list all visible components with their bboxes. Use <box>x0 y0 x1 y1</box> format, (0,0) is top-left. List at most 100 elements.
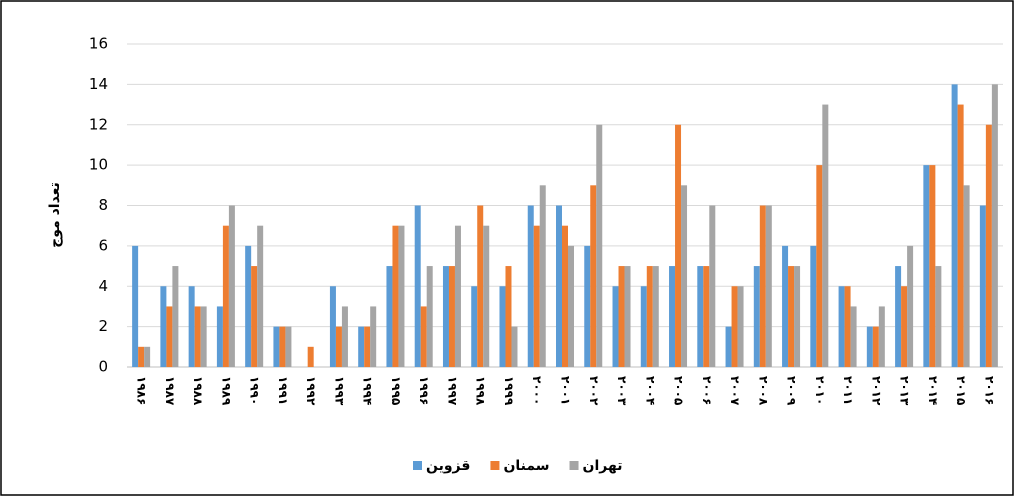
x-tick-label: ۱۹۹۹ <box>502 376 516 406</box>
bar <box>985 124 992 367</box>
bar <box>511 326 518 367</box>
bar <box>505 266 512 367</box>
bar <box>652 266 659 367</box>
bar <box>200 306 207 367</box>
y-tick-label: 12 <box>89 115 108 133</box>
bar <box>765 205 772 367</box>
bar <box>426 266 433 367</box>
bar <box>697 266 704 367</box>
bar <box>709 205 716 367</box>
bar <box>929 165 936 367</box>
bar <box>144 346 151 367</box>
x-tick-label: ۲۰۰۹ <box>785 376 799 406</box>
bar <box>991 84 998 367</box>
bar <box>907 245 914 367</box>
bar <box>392 225 399 367</box>
bar <box>279 326 286 367</box>
bar <box>782 245 789 367</box>
bar <box>471 286 478 367</box>
bar <box>731 286 738 367</box>
bar <box>866 326 873 367</box>
x-tick-label: ۲۰۰۶ <box>700 376 714 405</box>
bar <box>420 306 427 367</box>
bar <box>725 326 732 367</box>
bar <box>216 306 223 367</box>
bar <box>386 266 393 367</box>
x-tick-label: ۱۹۹۶ <box>417 376 431 405</box>
bar <box>618 266 625 367</box>
x-tick-label: ۲۰۱۰ <box>813 376 827 405</box>
bar <box>533 225 540 367</box>
bar <box>172 266 179 367</box>
bar <box>273 326 280 367</box>
bar <box>669 266 676 367</box>
legend-swatch <box>569 461 579 470</box>
bar <box>358 326 365 367</box>
x-tick-label: ۲۰۰۵ <box>672 376 686 405</box>
x-tick-label: ۱۹۹۱ <box>276 376 290 405</box>
x-tick-label: ۲۰۱۲ <box>869 376 883 406</box>
x-tick-label: ۲۰۱۱ <box>841 376 855 405</box>
bar <box>838 286 845 367</box>
x-tick-label: ۱۹۹۲ <box>304 376 318 406</box>
x-tick-label: ۲۰۰۲ <box>587 376 601 406</box>
y-axis-title: تعداد موج <box>47 182 63 248</box>
x-tick-label: ۱۹۹۴ <box>361 376 375 405</box>
bar <box>448 266 455 367</box>
bar <box>307 346 314 367</box>
x-tick-label: ۲۰۱۴ <box>926 376 940 405</box>
legend-swatch <box>413 461 422 470</box>
y-tick-label: 10 <box>89 156 108 174</box>
bar <box>562 225 568 367</box>
bar <box>527 205 534 367</box>
bar <box>759 205 766 367</box>
bar <box>612 286 619 367</box>
bar <box>138 346 145 367</box>
y-tick-label: 0 <box>98 358 108 376</box>
x-tick-label: ۲۰۰۸ <box>756 376 770 406</box>
y-tick-label: 6 <box>98 236 108 254</box>
bar <box>132 245 139 367</box>
bar <box>398 225 405 367</box>
bar <box>364 326 371 367</box>
bar <box>477 205 484 367</box>
x-tick-label: ۲۰۱۳ <box>898 376 912 406</box>
x-tick-label: ۱۹۹۳ <box>332 376 346 406</box>
bar <box>788 266 795 367</box>
bar <box>816 165 823 367</box>
bar <box>188 286 195 367</box>
bar <box>194 306 201 367</box>
x-tick-label: ۱۹۸۷ <box>163 376 177 406</box>
bar <box>222 225 229 367</box>
y-tick-label: 2 <box>98 317 108 335</box>
bar <box>935 266 942 367</box>
bar <box>624 266 631 367</box>
bar <box>901 286 908 367</box>
y-tick-label: 14 <box>89 75 108 93</box>
x-tick-label: ۲۰۱۵ <box>954 376 968 405</box>
bar <box>285 326 292 367</box>
bar <box>703 266 710 367</box>
bar <box>341 306 348 367</box>
x-tick-label: ۲۰۰۱ <box>559 376 573 405</box>
x-tick-label: ۲۰۰۰ <box>530 376 544 405</box>
bar <box>370 306 377 367</box>
bar <box>483 225 490 367</box>
bar <box>872 326 879 367</box>
y-tick-label: 8 <box>98 196 108 214</box>
bar <box>499 286 506 367</box>
bar <box>584 245 591 367</box>
bar <box>810 245 817 367</box>
bar <box>160 286 167 367</box>
legend-label: سمنان <box>503 458 549 474</box>
bar <box>979 205 986 367</box>
bar <box>951 84 958 367</box>
bar <box>590 185 597 367</box>
bar <box>850 306 857 367</box>
bar <box>329 286 336 367</box>
bar <box>556 205 562 367</box>
bar <box>895 266 902 367</box>
legend-swatch <box>490 461 500 470</box>
